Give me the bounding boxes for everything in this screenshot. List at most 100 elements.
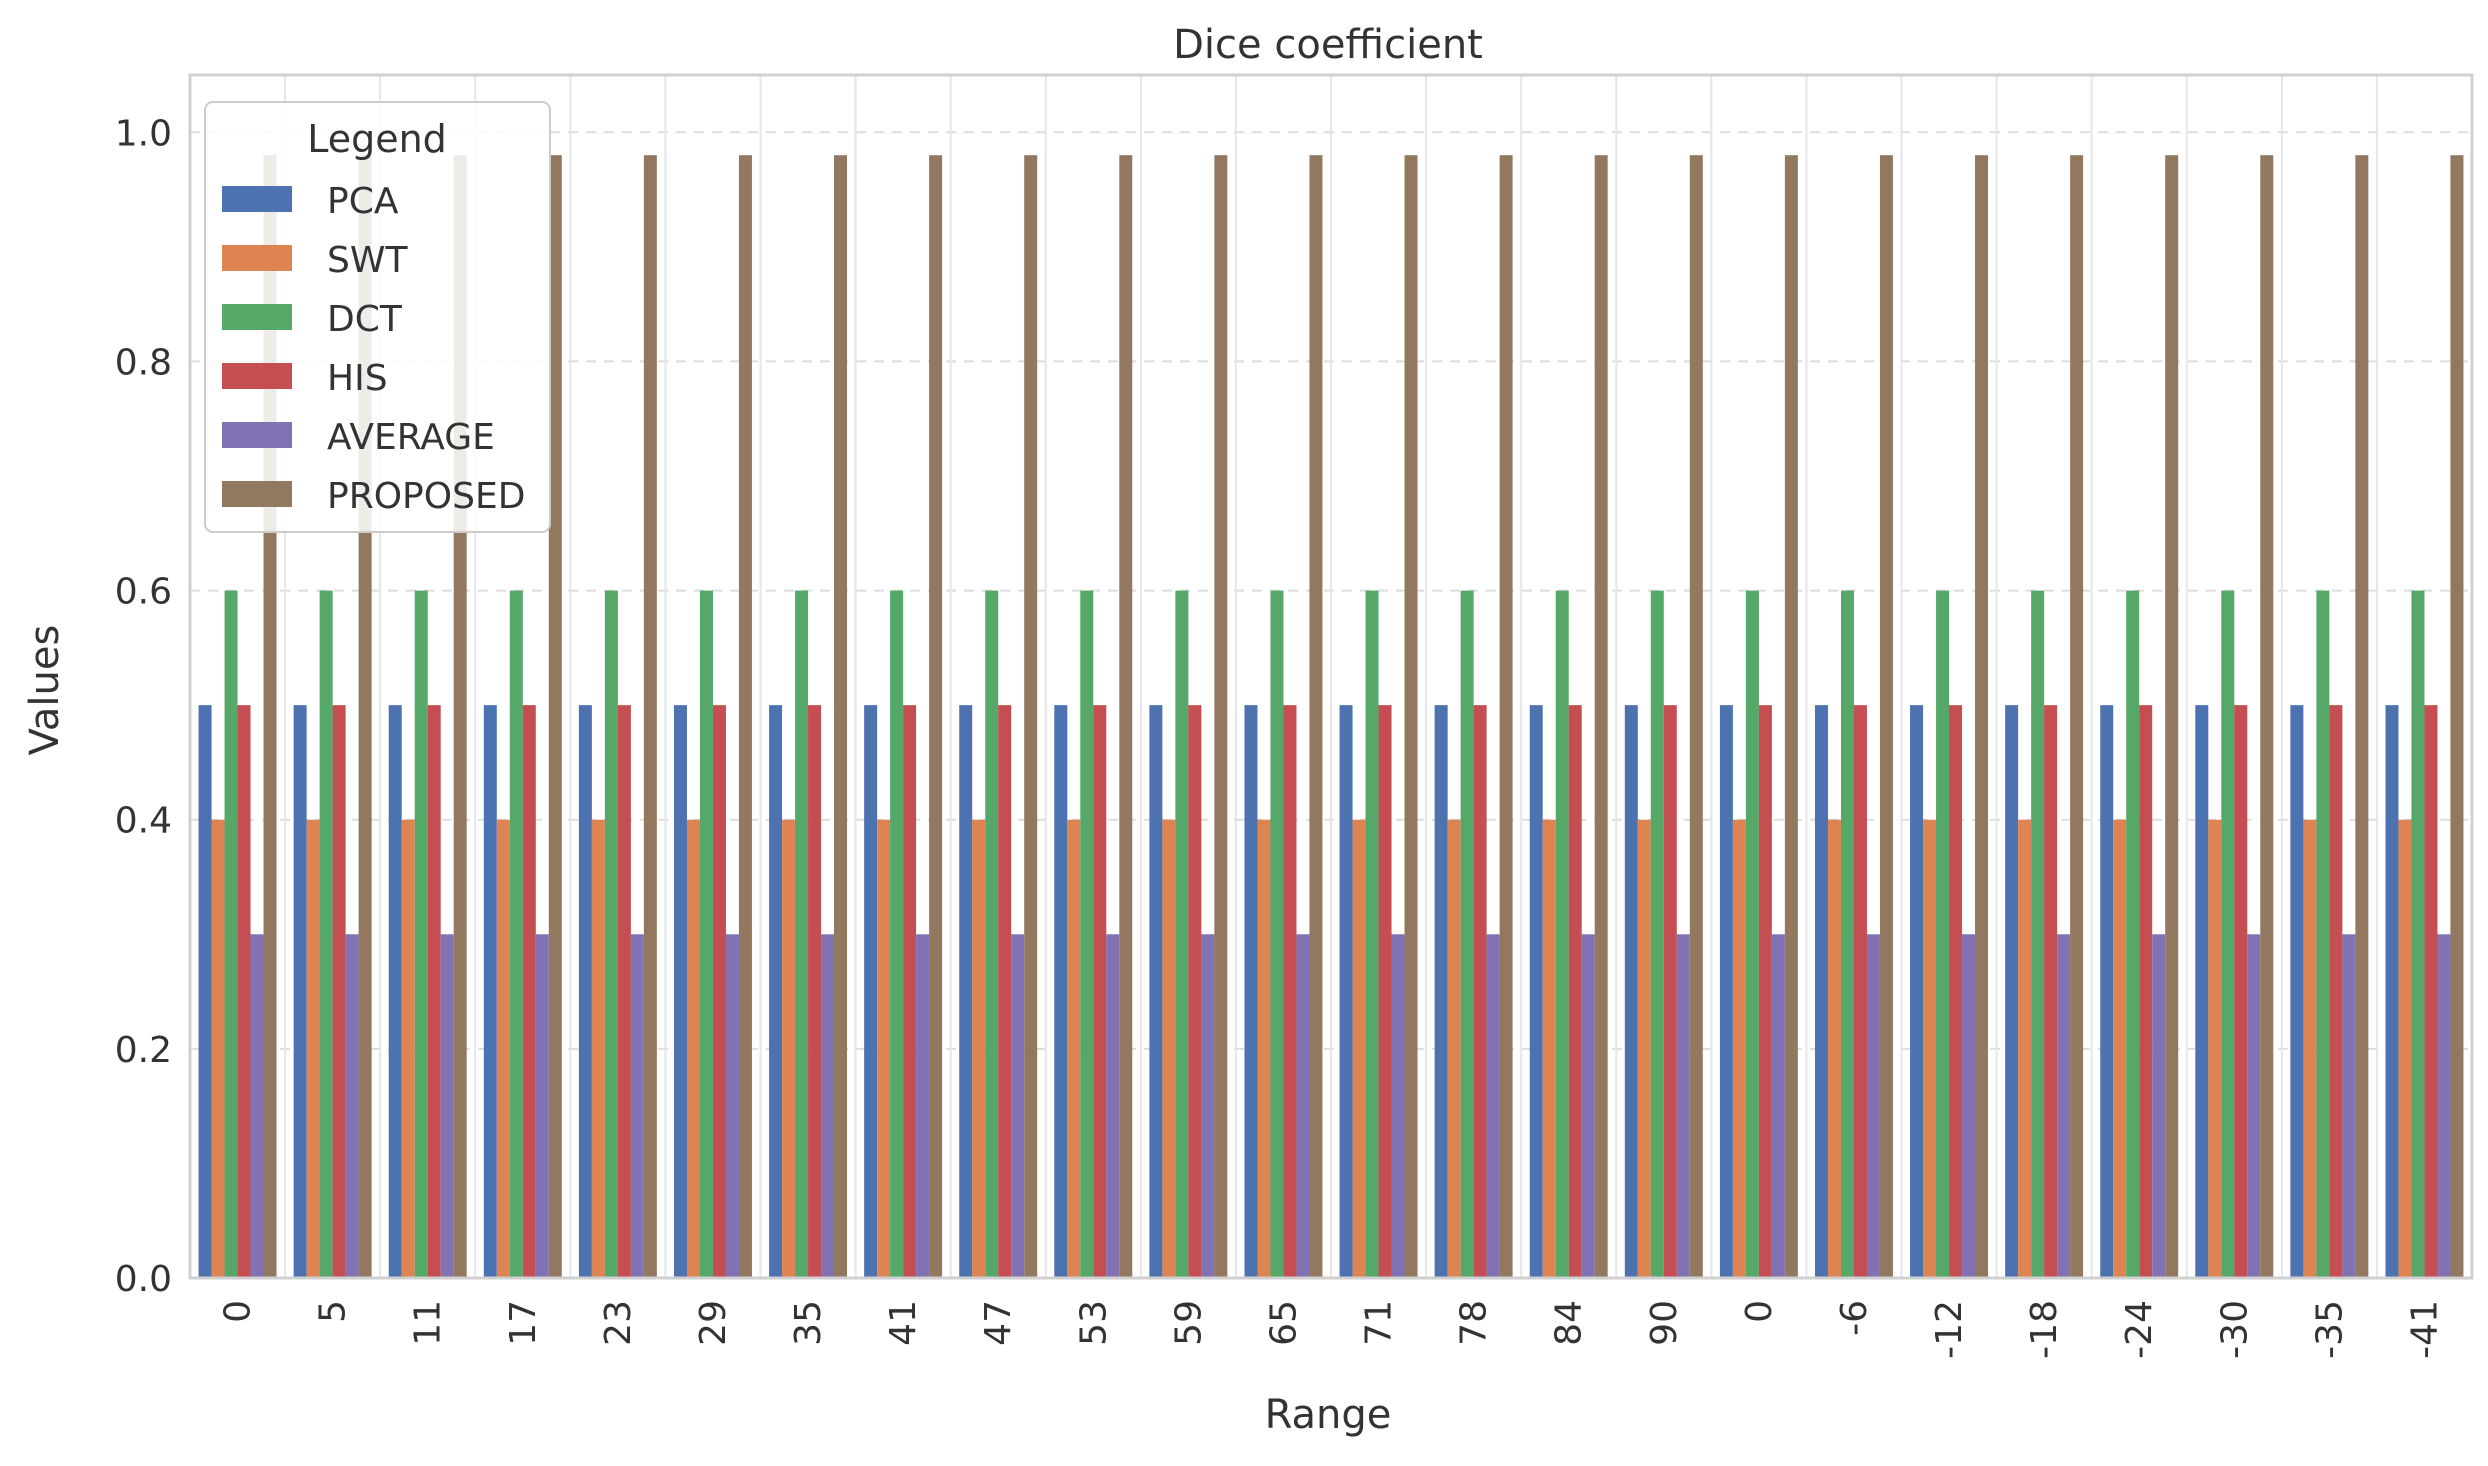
bar-his	[1853, 705, 1867, 1278]
bar-average	[2152, 934, 2166, 1278]
x-tick-label: 17	[503, 1300, 544, 1346]
legend-label: DCT	[327, 299, 403, 340]
bar-swt	[1923, 819, 1937, 1278]
bar-dct	[1745, 590, 1759, 1278]
bar-dct	[1175, 590, 1189, 1278]
bar-dct	[414, 590, 428, 1278]
bar-swt	[211, 819, 225, 1278]
bar-his	[1949, 705, 1963, 1278]
legend-swatch	[222, 186, 292, 212]
bar-swt	[496, 819, 510, 1278]
bar-average	[2247, 934, 2261, 1278]
bar-proposed	[1879, 155, 1893, 1279]
bar-proposed	[2165, 155, 2179, 1279]
bar-proposed	[1404, 155, 1418, 1279]
bar-swt	[2113, 819, 2127, 1278]
y-tick-label: 0.2	[115, 1030, 172, 1071]
x-tick-label: 5	[313, 1300, 354, 1323]
bar-swt	[1067, 819, 1081, 1278]
x-tick-label: 59	[1168, 1300, 1209, 1346]
bar-dct	[985, 590, 999, 1278]
x-tick-label: -41	[2404, 1300, 2445, 1359]
y-tick-label: 1.0	[115, 113, 172, 154]
bar-proposed	[2450, 155, 2464, 1279]
bar-swt	[306, 819, 320, 1278]
bar-proposed	[548, 155, 562, 1279]
legend-label: SWT	[327, 240, 408, 281]
x-tick-label: 47	[978, 1300, 1019, 1346]
bar-dct	[1650, 590, 1664, 1278]
bar-his	[712, 705, 726, 1278]
bar-average	[2342, 934, 2356, 1278]
x-tick-label: -30	[2214, 1300, 2255, 1359]
legend-label: PROPOSED	[327, 476, 525, 517]
bar-swt	[972, 819, 986, 1278]
bar-pca	[2290, 705, 2304, 1278]
bar-average	[1486, 934, 1500, 1278]
x-tick-labels: 0 5 11 17 23 29 35 41 47 53 59 65 71 78 84 90 0 -6 -12 -18 -…	[218, 1300, 2446, 1359]
bar-his	[522, 705, 536, 1278]
bar-average	[250, 934, 264, 1278]
bar-dct	[1365, 590, 1379, 1278]
bar-average	[2437, 934, 2451, 1278]
x-tick-label: -12	[1929, 1300, 1970, 1359]
legend-swatch	[222, 304, 292, 330]
bar-his	[2139, 705, 2153, 1278]
bar-average	[630, 934, 644, 1278]
legend-label: PCA	[327, 181, 399, 222]
bar-average	[1962, 934, 1976, 1278]
y-tick-label: 0.8	[115, 342, 172, 383]
bar-proposed	[1499, 155, 1513, 1279]
x-tick-label: 23	[598, 1300, 639, 1346]
bar-his	[808, 705, 822, 1278]
bar-his	[2234, 705, 2248, 1278]
grid-lines	[190, 75, 2472, 1278]
bar-average	[916, 934, 930, 1278]
x-tick-label: 53	[1073, 1300, 1114, 1346]
bar-pca	[2005, 705, 2019, 1278]
x-tick-label: -6	[1834, 1300, 1875, 1336]
bar-proposed	[1309, 155, 1323, 1279]
bar-swt	[401, 819, 415, 1278]
bar-his	[1188, 705, 1202, 1278]
bar-pca	[2385, 705, 2399, 1278]
bar-his	[2424, 705, 2438, 1278]
bar-proposed	[738, 155, 752, 1279]
bar-swt	[1542, 819, 1556, 1278]
bar-his	[1378, 705, 1392, 1278]
bar-dct	[2411, 590, 2425, 1278]
bar-average	[1676, 934, 1690, 1278]
bar-swt	[1827, 819, 1841, 1278]
legend-title: Legend	[307, 117, 447, 161]
x-tick-label: -18	[2024, 1300, 2065, 1359]
bar-dct	[1555, 590, 1569, 1278]
bar-proposed	[2355, 155, 2369, 1279]
bar-dct	[2316, 590, 2330, 1278]
bar-dct	[2221, 590, 2235, 1278]
bar-pca	[1244, 705, 1258, 1278]
x-tick-label: 65	[1263, 1300, 1304, 1346]
legend-label: AVERAGE	[327, 417, 495, 458]
bar-swt	[2208, 819, 2222, 1278]
bar-swt	[1447, 819, 1461, 1278]
legend: Legend PCA SWT DCT HIS AVERAGE PROPOSED	[204, 101, 551, 533]
bar-his	[332, 705, 346, 1278]
bar-average	[821, 934, 835, 1278]
bar-dct	[319, 590, 333, 1278]
bar-swt	[1257, 819, 1271, 1278]
bar-his	[998, 705, 1012, 1278]
bar-pca	[1719, 705, 1733, 1278]
bar-his	[903, 705, 917, 1278]
bar-swt	[782, 819, 796, 1278]
bar-average	[1581, 934, 1595, 1278]
bar-swt	[2303, 819, 2317, 1278]
bar-pca	[1149, 705, 1163, 1278]
y-axis-label: Values	[22, 625, 68, 756]
bar-dct	[795, 590, 809, 1278]
bar-dct	[1080, 590, 1094, 1278]
bar-dct	[1936, 590, 1950, 1278]
bar-proposed	[1214, 155, 1228, 1279]
bar-swt	[2398, 819, 2412, 1278]
bar-pca	[864, 705, 878, 1278]
